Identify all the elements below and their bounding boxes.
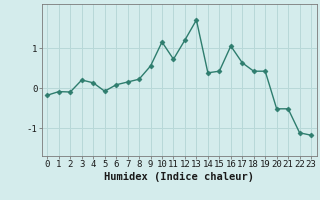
X-axis label: Humidex (Indice chaleur): Humidex (Indice chaleur)	[104, 172, 254, 182]
